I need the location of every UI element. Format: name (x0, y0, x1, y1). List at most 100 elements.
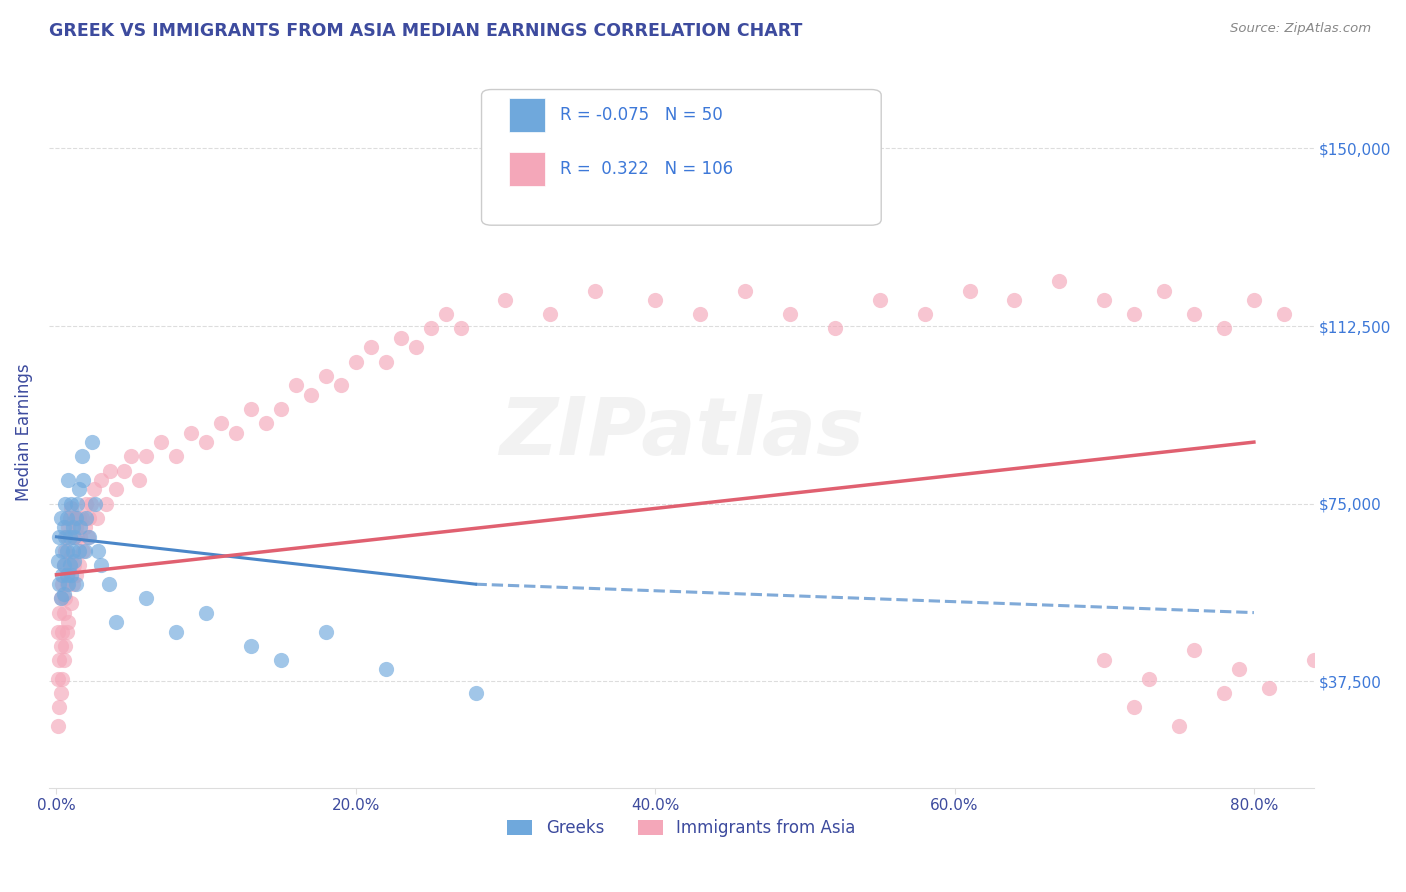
Point (58, 577, 80, 591)
Point (56, 624, 79, 639)
Point (58, 615, 80, 629)
Point (84, 497, 107, 511)
Point (73, 520, 96, 534)
Point (959, 284, 981, 298)
Point (1213, 321, 1236, 335)
Point (209, 416, 232, 430)
Point (389, 331, 412, 345)
Point (62, 520, 84, 534)
Point (49, 511, 72, 525)
FancyBboxPatch shape (481, 89, 882, 225)
Point (1137, 672, 1160, 686)
Point (62, 577, 84, 591)
Point (644, 293, 666, 307)
Point (75, 497, 97, 511)
Point (90, 473, 112, 487)
Point (284, 378, 307, 392)
Point (1123, 307, 1146, 321)
Point (59, 511, 82, 525)
Point (51, 567, 73, 582)
Point (374, 354, 396, 368)
Point (46, 719, 69, 733)
Point (1257, 681, 1279, 696)
Point (329, 378, 352, 392)
Point (1302, 653, 1324, 667)
Point (56, 544, 79, 558)
Point (1002, 293, 1025, 307)
Point (240, 639, 263, 653)
Point (105, 615, 128, 629)
Point (63, 511, 86, 525)
Text: R =  0.322   N = 106: R = 0.322 N = 106 (560, 160, 733, 178)
Point (60, 596, 83, 610)
Point (52, 606, 75, 620)
Point (538, 307, 561, 321)
Point (75, 511, 97, 525)
Point (79, 530, 101, 544)
Point (52, 558, 75, 573)
Point (46, 672, 69, 686)
Point (67, 483, 90, 497)
Point (59, 558, 82, 573)
Point (60, 501, 83, 516)
Point (63, 553, 86, 567)
Point (52, 558, 75, 573)
Point (1153, 284, 1175, 298)
FancyBboxPatch shape (509, 152, 544, 186)
Point (1272, 307, 1295, 321)
Point (128, 473, 150, 487)
Point (180, 425, 202, 440)
Point (48, 653, 70, 667)
Point (66, 530, 89, 544)
Point (60, 497, 83, 511)
Point (51, 672, 73, 686)
Point (52, 520, 75, 534)
Point (80, 497, 103, 511)
Point (46, 553, 69, 567)
Point (56, 530, 79, 544)
Point (46, 624, 69, 639)
Point (49, 639, 72, 653)
Point (135, 450, 157, 464)
Point (689, 307, 711, 321)
Point (58, 520, 80, 534)
Point (495, 293, 517, 307)
Point (1123, 700, 1146, 714)
Point (49, 591, 72, 606)
Point (52, 587, 75, 601)
Point (56, 577, 79, 591)
Point (56, 567, 79, 582)
Point (150, 435, 173, 450)
Point (120, 450, 142, 464)
Point (1047, 274, 1070, 288)
Point (83, 483, 105, 497)
Point (56, 511, 79, 525)
Point (79, 511, 101, 525)
Point (82, 435, 104, 450)
Point (270, 653, 292, 667)
Point (240, 401, 263, 416)
Y-axis label: Median Earnings: Median Earnings (15, 364, 32, 501)
Point (97, 577, 120, 591)
Point (254, 416, 277, 430)
Point (59, 558, 82, 573)
Point (225, 425, 247, 440)
Point (1182, 307, 1205, 321)
Point (70, 450, 93, 464)
Point (65, 511, 87, 525)
Point (135, 591, 157, 606)
Point (90, 558, 112, 573)
Point (98, 463, 121, 477)
Point (67, 544, 90, 558)
Text: GREEK VS IMMIGRANTS FROM ASIA MEDIAN EARNINGS CORRELATION CHART: GREEK VS IMMIGRANTS FROM ASIA MEDIAN EAR… (49, 22, 803, 40)
Point (72, 473, 94, 487)
Point (583, 284, 606, 298)
Point (1213, 686, 1236, 700)
Point (60, 567, 83, 582)
Point (63, 558, 86, 573)
Text: Source: ZipAtlas.com: Source: ZipAtlas.com (1230, 22, 1371, 36)
Point (86, 511, 108, 525)
Point (315, 624, 337, 639)
Text: ZIPatlas: ZIPatlas (499, 393, 863, 472)
Point (94, 497, 117, 511)
